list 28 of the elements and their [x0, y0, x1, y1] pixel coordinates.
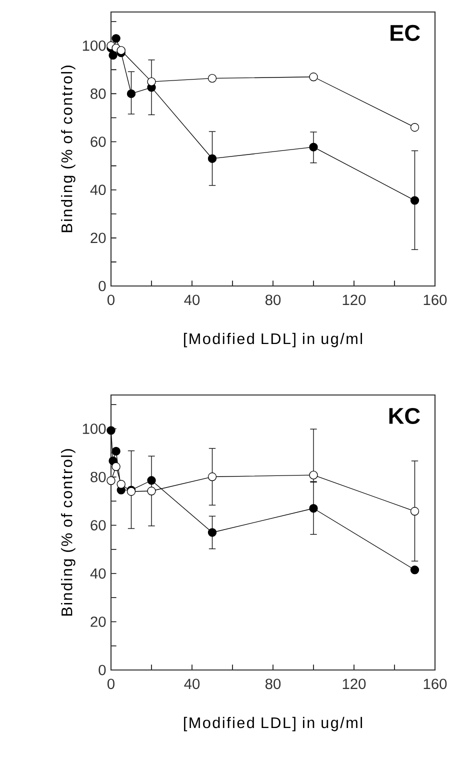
y-tick-label: 60 [90, 136, 106, 147]
y-tick-label: 0 [98, 280, 106, 292]
x-tick-label: 80 [265, 678, 281, 690]
y-tick-label: 100 [82, 424, 106, 434]
y-tick-label: 100 [82, 40, 106, 51]
y-tick-label: 0 [98, 664, 106, 676]
y-tick-label: 40 [90, 184, 106, 196]
x-tick-label: 120 [342, 294, 366, 306]
chart-title: EC [390, 24, 420, 41]
x-axis-title: [Modified LDL] in ug/ml [184, 716, 362, 732]
x-tick-label: 40 [184, 294, 200, 306]
x-tick-label: 80 [265, 294, 281, 306]
chart-title: KC [389, 408, 420, 424]
x-tick-label: 40 [184, 678, 200, 690]
x-tick-label: 160 [424, 294, 447, 306]
x-tick-label: 0 [107, 678, 114, 690]
y-tick-label: 40 [90, 568, 106, 579]
x-tick-label: 0 [107, 294, 114, 306]
y-tick-label: 80 [90, 472, 106, 482]
x-tick-label: 120 [342, 678, 366, 690]
x-axis-title: [Modified LDL] in ug/ml [184, 332, 362, 348]
y-tick-label: 60 [90, 520, 106, 530]
y-axis-title: Binding (% of control) [61, 66, 76, 232]
y-tick-label: 80 [90, 88, 106, 99]
y-axis-title: Binding (% of control) [61, 449, 76, 616]
y-tick-label: 20 [90, 616, 106, 627]
x-tick-label: 160 [424, 678, 447, 690]
y-tick-label: 20 [90, 232, 106, 244]
